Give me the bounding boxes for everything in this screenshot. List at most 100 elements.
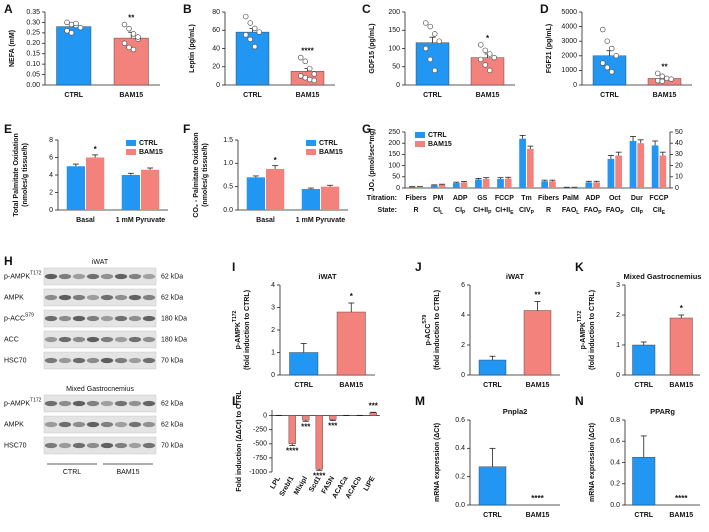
blot-band xyxy=(100,315,114,322)
state-label: CIIE xyxy=(653,207,666,216)
x-tick-label: BAM15 xyxy=(526,512,550,519)
data-point xyxy=(252,43,258,50)
tick-label: 30 xyxy=(675,151,683,158)
tick-label: 0.10 xyxy=(26,61,40,68)
blot-row-label-part: AMPK xyxy=(4,421,24,428)
tick-label: 0 xyxy=(263,412,267,419)
blot-band xyxy=(44,400,58,407)
data-point xyxy=(608,45,615,52)
blot-strip xyxy=(43,309,157,328)
y-axis-label-part: p-AMPK xyxy=(580,322,587,349)
state-label: CIIP xyxy=(631,207,644,216)
bar xyxy=(607,158,615,188)
blot-row-label-part: AMPK xyxy=(4,294,24,301)
y-axis-label: mRNA expression (ΔCt) xyxy=(434,423,441,502)
blot-band xyxy=(128,294,142,301)
tick-label: 3 xyxy=(271,304,275,311)
blot-row-label: AMPK xyxy=(4,421,24,428)
state-label-part: CII xyxy=(653,207,662,214)
blot-band xyxy=(142,357,156,364)
significance: **** xyxy=(301,47,314,56)
y-axis-label: CO₂ - Palmitate Oxidation xyxy=(193,132,200,217)
data-point xyxy=(432,31,438,37)
tick-label: 40 xyxy=(675,140,683,147)
blot-band xyxy=(128,442,142,449)
blot-band xyxy=(142,294,156,301)
blot-band xyxy=(114,442,128,449)
blot-strip xyxy=(43,415,157,434)
panel-letter: B xyxy=(183,2,192,16)
blot-band xyxy=(86,273,100,280)
x-tick-label: CTRL xyxy=(483,382,502,389)
data-point xyxy=(121,21,128,28)
panel-title: iWAT xyxy=(318,272,337,281)
state-label-part: CIV xyxy=(519,207,531,214)
legend-label: CTRL xyxy=(139,140,158,147)
state-label-part: FAO xyxy=(606,207,621,214)
x-tick-label: 1 mM Pyruvate xyxy=(116,217,166,224)
blot-row-label: ACC xyxy=(4,336,19,343)
bar xyxy=(632,456,656,506)
y-axis-label-part: Fold induction (ΔΔCt) to CTRL xyxy=(236,390,243,492)
state-label: R xyxy=(546,207,551,214)
data-point xyxy=(247,20,254,26)
blot-band xyxy=(114,400,128,407)
tick-label: 4 xyxy=(49,172,53,179)
data-point xyxy=(298,54,304,61)
data-point xyxy=(478,42,484,48)
blot-band xyxy=(72,273,86,280)
tick-label: 200 xyxy=(388,9,400,16)
tick-label: 0.8 xyxy=(610,417,620,424)
bar xyxy=(302,415,310,421)
tick-label: 0.4 xyxy=(455,445,465,452)
x-tick-label: PalM xyxy=(562,195,579,202)
blot-band xyxy=(44,273,58,280)
tick-label: 80 xyxy=(212,9,220,16)
data-point xyxy=(427,56,434,63)
blot-band xyxy=(114,336,128,343)
state-label-part: R xyxy=(414,207,419,214)
x-tick-label: CTRL xyxy=(294,382,313,389)
state-label: FAOL xyxy=(562,207,579,216)
bar xyxy=(289,352,319,376)
x-tick-label: CTRL xyxy=(600,92,619,99)
blot-row-label-part: T172 xyxy=(30,271,42,277)
bar xyxy=(526,148,534,188)
y-axis-label: FGF21 (pg/mL) xyxy=(546,24,553,73)
bar xyxy=(475,179,482,188)
legend-swatch xyxy=(126,140,136,146)
legend-label: BAM15 xyxy=(139,149,163,156)
tick-label: 2 xyxy=(271,327,275,334)
legend-label: BAM15 xyxy=(428,141,452,148)
tick-label: 0 xyxy=(49,207,53,214)
data-point xyxy=(423,45,429,52)
tick-label: -250 xyxy=(253,427,267,434)
bar xyxy=(615,155,623,188)
blot-band xyxy=(72,400,86,407)
blot-band xyxy=(58,357,72,364)
blot-band xyxy=(114,315,128,322)
bar xyxy=(669,317,693,376)
bar xyxy=(288,415,296,445)
tick-label: 3000 xyxy=(561,38,577,45)
bar xyxy=(336,311,366,376)
significance: *** xyxy=(369,401,379,410)
bar xyxy=(416,186,424,188)
state-label-part: E xyxy=(662,210,666,216)
tick-label: 3 xyxy=(616,282,620,289)
tick-label: 2 xyxy=(616,312,620,319)
bar xyxy=(482,179,490,188)
blot-row-label: HSC70 xyxy=(4,357,27,364)
x-tick-label: FCCP xyxy=(649,195,668,202)
state-label: CI+IIP xyxy=(473,207,492,216)
tick-label: 1.5 xyxy=(223,137,233,144)
data-point xyxy=(654,77,661,84)
blot-row-label: p-AMPKT172 xyxy=(4,271,42,281)
blot-row-label: HSC70 xyxy=(4,442,27,449)
x-tick-label: LPL xyxy=(269,475,282,491)
tick-label: 10 xyxy=(675,174,683,181)
legend-swatch xyxy=(306,140,316,146)
bar xyxy=(121,175,140,210)
